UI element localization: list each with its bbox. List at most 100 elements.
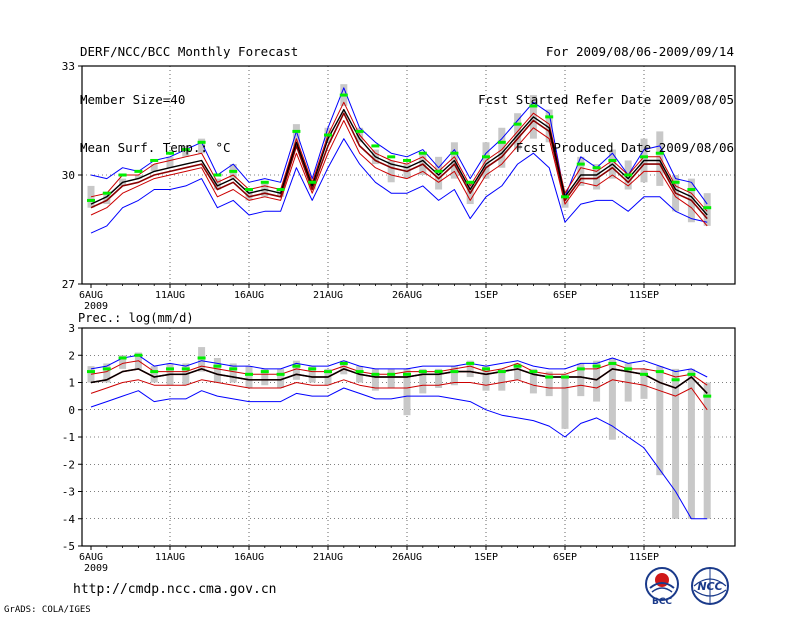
panel2-mark [671,378,680,382]
panel1-mark [624,173,633,177]
panel2-spread-bar [514,363,522,380]
panel2-mark [324,370,332,374]
panel2-frame [81,327,736,547]
panel1-spread-bar [577,156,585,186]
panel1-spread-bar [435,156,443,190]
panel2-mark [640,372,648,376]
panel2-min-line [90,387,708,520]
panel1-mark [671,180,680,184]
panel2-mark [134,353,143,357]
panel1-mark [150,158,159,162]
panel2-mark [576,367,585,371]
panel2-lower-line [90,379,708,411]
panel1-mark [466,180,475,184]
panel1-mark [687,188,696,192]
panel2-spread-bar [119,355,127,369]
panel1-mark [181,148,190,152]
panel2-spread-bar [498,368,506,391]
panel1-mark [276,188,285,192]
panel1-spread-bar [150,164,158,172]
panel2-spread-bar [450,366,458,386]
panel1-mark [703,206,712,210]
panel2-mark [355,370,364,374]
panel2-xtick-label: 26AUG [392,552,422,563]
panel1-mark [640,155,648,159]
panel2-mark [181,367,190,371]
panel1-mark [324,133,332,137]
panel1-spread-bar [213,178,221,190]
panel2-spread-bar [261,368,269,386]
panel1-mark [166,151,174,155]
panel1-xtick-label: 11SEP [629,290,659,301]
panel2-spread-bar [435,368,443,388]
forecast-period: For 2009/08/06-2009/09/14 [545,44,734,59]
panel1-mark [529,104,538,108]
panel1-xtick-label: 6SEP [553,290,577,301]
panel1-spread-bar [166,156,174,168]
panel2-ytick-label: 3 [68,322,75,335]
panel2-title: Prec.: log(mm/d) [78,311,194,325]
panel2-spread-bar [703,382,711,519]
panel2-mark [260,370,269,374]
bcc-logo-text: BCC [652,597,672,606]
panel2-spread-bar [387,368,395,388]
panel1-mark [497,140,506,144]
panel2-mark [229,367,238,371]
panel2-spread-bar [545,371,553,397]
panel1-mark [229,169,238,173]
panel2-mark [403,372,411,376]
panel2-mark [497,370,506,374]
panel1-mark [418,151,427,155]
panel1-ytick-label: 27 [62,278,75,291]
panel2-spread-bar [308,366,316,383]
panel2-spread-bar [608,357,616,440]
panel1-spread-bar [656,131,664,186]
source-url[interactable]: http://cmdp.ncc.cma.gov.cn [73,582,277,597]
panel2-mark [87,370,95,374]
grads-credit: GrADS: COLA/IGES [4,605,91,615]
panel2-ytick-label: -1 [62,431,75,444]
panel1-spread-bar [134,175,142,179]
panel1-spread-bar [103,193,111,205]
panel2-year-label: 2009 [84,563,108,574]
panel2-spread-bar [672,368,680,519]
panel2-spread-bar [577,363,585,397]
panel2-mark [624,367,633,371]
panel2-spread-bar [687,368,695,519]
panel2-spread-bar [403,368,411,416]
panel2-ytick-label: 1 [68,377,75,390]
panel1-mark [245,188,253,192]
ncc-logo: NCC [691,567,729,605]
panel2-mark [434,370,443,374]
panel1-mark [339,93,348,97]
panel2-upper-line [90,360,708,386]
panel2-spread-bar [482,366,490,391]
panel2-spread-bar [466,360,474,378]
produced-date: Fcst Produced Date 2009/08/06 [515,140,734,155]
panel2-xtick-label: 11SEP [629,552,659,563]
panel1-spread-bar [292,124,300,146]
panel1-year-label: 2009 [84,301,108,312]
panel1-spread-bar [245,189,253,201]
panel1-mark [197,140,206,144]
panel2-mark [655,370,664,374]
panel2-spread-bar [87,366,95,383]
panel2-mark [418,370,427,374]
panel2-ytick-label: 2 [68,349,75,362]
panel1-xtick-label: 26AUG [392,290,422,301]
panel1-max-line [90,87,708,205]
panel1-mark [513,122,522,126]
panel2-ytick-label: -3 [62,486,75,499]
panel1-xtick-label: 1SEP [474,290,498,301]
header-title: DERF/NCC/BCC Monthly Forecast [80,44,299,59]
panel1-mark [134,169,143,173]
panel2-mark [513,364,522,368]
panel2-mark [545,375,554,379]
ncc-logo-text: NCC [697,580,722,593]
panel2-spread-bar [150,366,158,383]
panel1-mark [655,151,664,155]
panel2-mark [450,370,459,374]
panel1-min-line [90,138,708,234]
panel2-mark [371,372,380,376]
